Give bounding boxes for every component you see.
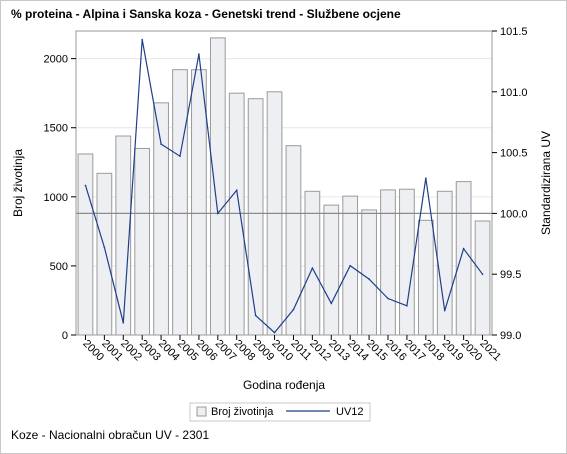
uv12-point-2008 (235, 189, 238, 192)
bar-2009 (247, 98, 264, 336)
left-tick-label: 500 (50, 261, 68, 273)
uv12-point-2006 (198, 53, 200, 55)
bar-2016 (380, 189, 396, 336)
left-tick-label: 0 (62, 330, 68, 342)
left-tick-label: 1000 (44, 192, 68, 204)
x-tick-label: 2007 (213, 338, 239, 364)
y-axis-right-label: Standardizirana UV (539, 131, 553, 235)
uv12-point-2021 (481, 273, 484, 276)
bar-2006 (191, 69, 207, 336)
x-tick-label: 2001 (99, 338, 125, 364)
x-tick-label: 2003 (137, 338, 163, 364)
uv12-point-2000 (84, 184, 87, 187)
x-tick-label: 2017 (402, 338, 428, 364)
bar-2018 (417, 219, 434, 336)
right-tick-label: 99.0 (500, 330, 521, 342)
uv12-point-2019 (443, 309, 446, 312)
bar-2007 (209, 37, 226, 336)
legend-box (189, 402, 371, 422)
bar-2003 (134, 147, 151, 336)
x-tick-label: 2016 (383, 338, 409, 364)
uv12-point-2020 (462, 247, 465, 250)
uv12-point-2010 (273, 331, 276, 334)
x-axis-label: Godina rođenja (243, 378, 325, 392)
uv12-point-2016 (387, 297, 389, 300)
x-tick-label: 2004 (156, 338, 182, 364)
bar-2021 (474, 220, 491, 336)
bar-2011 (285, 145, 302, 336)
bar-2013 (323, 204, 340, 336)
uv12-line (84, 39, 483, 334)
x-axis-ticks: 2000200120022003200420052006200720082009… (80, 335, 503, 363)
bar-2015 (361, 209, 377, 336)
uv12-point-2001 (103, 246, 106, 249)
bar-2008 (228, 92, 245, 336)
bar-2005 (172, 69, 188, 336)
right-axis-ticks: 99.0 99.5 100.0 100.5 101.0 101.5 (492, 26, 528, 342)
uv12-point-2011 (292, 308, 295, 311)
bar-2001 (96, 172, 113, 336)
chart-title: % proteina - Alpina i Sanska koza - Gene… (11, 7, 401, 21)
x-tick-label: 2010 (269, 338, 295, 364)
left-tick-label: 2000 (44, 54, 68, 66)
bar-2020 (455, 181, 472, 336)
right-tick-label: 101.5 (500, 26, 528, 38)
x-tick-label: 2011 (288, 338, 313, 363)
footnote: Koze - Nacionalni obračun UV - 2301 (11, 428, 210, 442)
x-tick-label: 2014 (345, 338, 371, 364)
x-tick-label: 2008 (232, 338, 258, 364)
right-tick-label: 101.0 (500, 87, 528, 99)
uv12-point-2014 (349, 264, 351, 267)
x-tick-label: 2009 (251, 338, 277, 364)
line-series (84, 38, 484, 334)
right-tick-label: 100.0 (500, 208, 528, 220)
legend: Broj životinja UV12 (189, 402, 371, 422)
y-axis-left-label: Broj životinja (11, 149, 25, 217)
x-tick-label: 2015 (364, 338, 390, 364)
uv12-point-2009 (254, 314, 257, 317)
uv12-point-2013 (330, 302, 333, 305)
x-tick-label: 2020 (459, 338, 485, 364)
bar-2000 (77, 153, 94, 336)
uv12-point-2003 (141, 38, 143, 41)
uv12-point-2005 (179, 155, 181, 158)
x-tick-label: 2006 (194, 338, 220, 364)
left-axis-ticks: 0 500 1000 1500 2000 (44, 54, 76, 342)
bar-2017 (399, 188, 415, 336)
uv12-point-2018 (425, 177, 427, 179)
x-tick-label: 2002 (118, 338, 144, 364)
x-tick-label: 2000 (80, 338, 106, 364)
right-tick-label: 99.5 (500, 269, 521, 281)
uv12-point-2004 (160, 143, 162, 145)
bar-2002 (115, 135, 132, 336)
uv12-point-2017 (406, 305, 408, 307)
uv12-point-2015 (368, 278, 370, 280)
plot-area-border (75, 30, 493, 336)
bar-2004 (153, 102, 169, 336)
right-tick-label: 100.5 (500, 148, 528, 160)
x-tick-label: 2018 (421, 338, 447, 364)
uv12-point-2002 (122, 322, 125, 324)
x-tick-label: 2019 (440, 338, 466, 364)
x-tick-label: 2005 (175, 338, 201, 364)
legend-bar-label: Broj životinja (211, 406, 274, 418)
legend-bar-swatch (196, 406, 207, 417)
uv12-point-2007 (217, 212, 219, 215)
x-tick-label: 2012 (307, 338, 333, 364)
legend-line-label: UV12 (336, 406, 364, 418)
left-tick-label: 1500 (44, 123, 68, 135)
x-tick-label: 2013 (326, 338, 352, 364)
uv12-point-2012 (311, 267, 314, 269)
